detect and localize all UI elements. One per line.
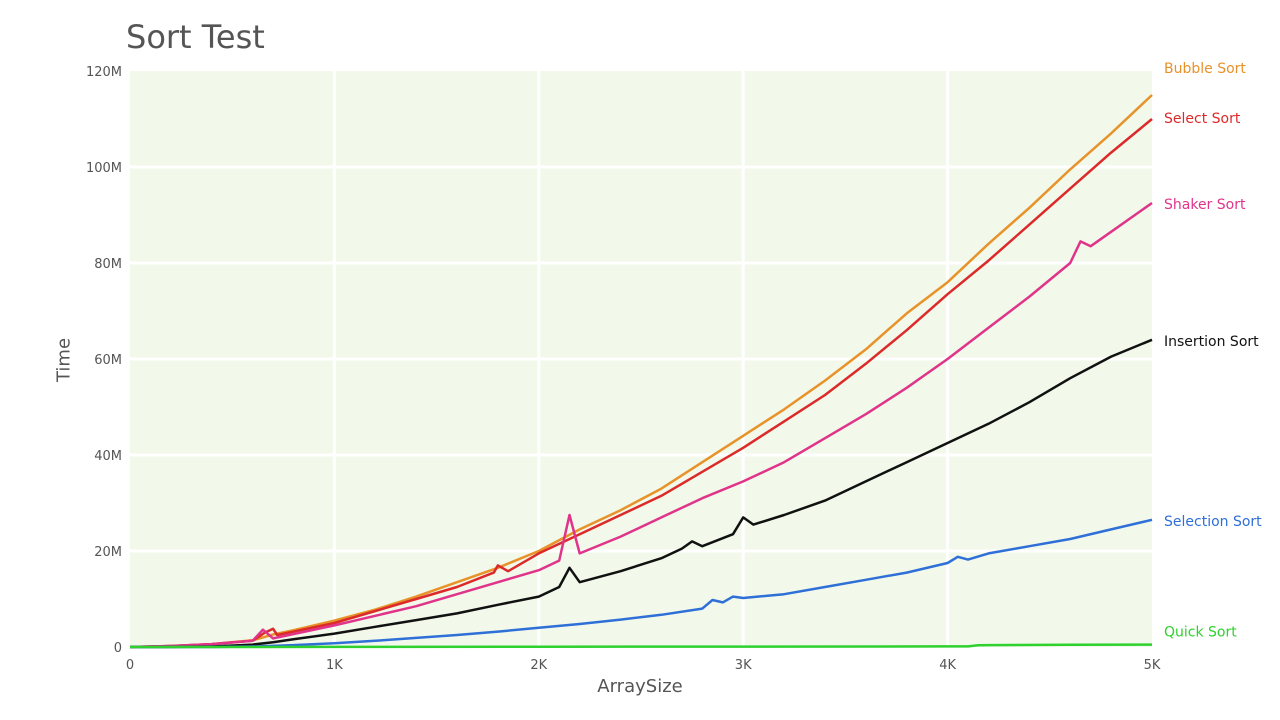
x-tick-label: 0 xyxy=(126,658,134,673)
x-tick-label: 2K xyxy=(530,658,547,673)
series-label-selection-sort: Selection Sort xyxy=(1164,514,1262,530)
x-tick-label: 4K xyxy=(939,658,956,673)
series-label-bubble-sort: Bubble Sort xyxy=(1164,61,1246,77)
series-lines xyxy=(129,94,1153,649)
series-line-bubble-sort xyxy=(129,94,1153,649)
series-labels: Bubble Sort Select Sort Shaker Sort Inserti… xyxy=(1164,61,1262,641)
axis-ticks: 0 1K 2K 3K 4K 5K 0 20M 40M 60M 80M 100M 120M xyxy=(86,65,1161,673)
y-tick-label: 0 xyxy=(114,641,122,656)
y-tick-label: 100M xyxy=(86,161,122,176)
x-axis-label: ArraySize xyxy=(597,676,683,697)
series-line-selection-sort xyxy=(130,518,1153,649)
series-line-shaker-sort xyxy=(129,201,1153,649)
y-tick-label: 40M xyxy=(94,449,122,464)
x-tick-label: 1K xyxy=(326,658,343,673)
series-label-insertion-sort: Insertion Sort xyxy=(1164,334,1259,350)
x-tick-label: 5K xyxy=(1144,658,1161,673)
x-tick-label: 3K xyxy=(735,658,752,673)
y-tick-label: 20M xyxy=(94,545,122,560)
series-label-quick-sort: Quick Sort xyxy=(1164,625,1237,641)
chart-title: Sort Test xyxy=(126,18,265,56)
series-label-shaker-sort: Shaker Sort xyxy=(1164,197,1246,213)
y-tick-label: 80M xyxy=(94,257,122,272)
series-label-select-sort: Select Sort xyxy=(1164,111,1241,127)
series-line-select-sort xyxy=(129,118,1153,649)
series-line-quick-sort xyxy=(129,643,1153,649)
series-line-insertion-sort xyxy=(130,338,1153,649)
y-tick-label: 120M xyxy=(86,65,122,80)
y-tick-label: 60M xyxy=(94,353,122,368)
